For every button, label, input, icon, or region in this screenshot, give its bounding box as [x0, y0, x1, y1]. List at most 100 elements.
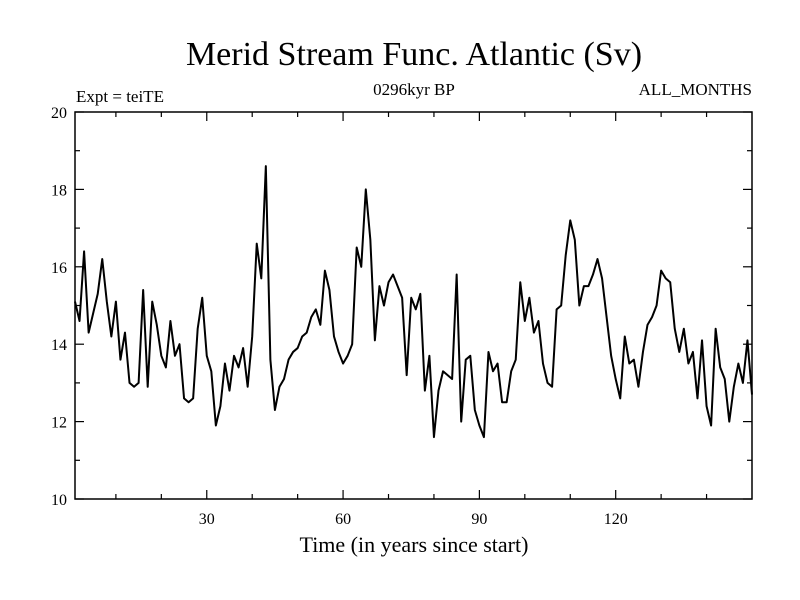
data-point — [492, 370, 494, 372]
data-point — [596, 258, 599, 260]
x-tick-label: 90 — [471, 511, 487, 528]
data-point — [397, 285, 399, 287]
data-point — [587, 285, 590, 287]
data-point — [592, 273, 594, 276]
data-point — [651, 316, 653, 318]
data-point — [478, 424, 480, 427]
data-point — [551, 386, 553, 388]
data-point — [701, 339, 703, 341]
data-point — [569, 219, 571, 221]
data-point — [669, 281, 671, 283]
data-point — [456, 273, 458, 276]
data-point — [524, 320, 526, 322]
data-point — [342, 362, 344, 365]
data-point — [510, 370, 512, 372]
data-point — [387, 281, 390, 283]
data-point — [487, 351, 490, 353]
data-point — [705, 405, 708, 407]
data-point — [165, 366, 167, 369]
data-point — [469, 355, 471, 357]
data-point — [406, 374, 408, 376]
data-point — [369, 239, 371, 241]
data-point — [746, 339, 749, 341]
data-point — [192, 397, 194, 399]
data-point — [519, 281, 521, 283]
data-point — [197, 328, 199, 330]
data-point — [574, 239, 576, 241]
data-point — [655, 304, 658, 307]
data-point — [496, 362, 499, 365]
data-point — [542, 362, 544, 365]
data-point — [147, 386, 149, 388]
data-point — [228, 390, 231, 392]
data-point — [301, 335, 303, 338]
data-point — [83, 250, 85, 252]
data-point — [128, 382, 131, 384]
data-point — [678, 351, 680, 353]
data-point — [160, 355, 162, 357]
data-point — [619, 397, 621, 399]
data-point — [378, 285, 381, 287]
experiment-label: Expt = teiTE — [76, 87, 164, 106]
chart-title: Merid Stream Func. Atlantic (Sv) — [186, 36, 642, 73]
data-point — [319, 324, 321, 326]
y-tick-label: 12 — [51, 415, 67, 432]
data-point — [633, 359, 635, 361]
series-line — [74, 165, 753, 439]
data-point — [560, 304, 562, 307]
data-point — [133, 386, 135, 388]
data-point — [169, 320, 172, 322]
data-point — [665, 277, 667, 280]
data-point — [206, 355, 208, 357]
data-point — [728, 421, 730, 423]
y-tick-label: 18 — [51, 182, 67, 199]
data-point — [733, 386, 735, 388]
data-point — [737, 362, 739, 365]
data-point — [306, 331, 308, 334]
axis-ticks: 10 12 14 16 18 20 30 60 90 120 — [51, 105, 752, 528]
data-point — [719, 366, 721, 369]
data-point — [556, 308, 558, 310]
data-point — [110, 335, 112, 338]
data-point — [265, 165, 267, 167]
data-point — [683, 328, 685, 330]
period-label: 0296kyr BP — [373, 80, 455, 99]
data-point — [351, 343, 353, 345]
data-point — [537, 320, 540, 322]
data-point — [410, 297, 412, 299]
data-point — [124, 331, 126, 334]
data-point — [751, 393, 753, 396]
data-point — [401, 297, 403, 299]
data-point — [356, 246, 358, 249]
data-point — [424, 390, 426, 392]
x-tick-label: 120 — [604, 511, 628, 528]
data-point — [324, 270, 326, 272]
data-point — [583, 285, 585, 287]
data-point — [219, 405, 221, 407]
data-point — [247, 386, 249, 388]
y-tick-label: 20 — [51, 105, 67, 122]
data-point — [333, 335, 335, 338]
data-point — [428, 355, 430, 357]
data-point — [374, 339, 376, 341]
data-point — [106, 301, 108, 303]
data-point — [660, 270, 662, 272]
data-point — [628, 362, 630, 365]
data-point — [451, 378, 453, 380]
x-axis-label: Time (in years since start) — [300, 532, 529, 557]
data-point — [278, 386, 281, 388]
data-point — [546, 382, 549, 384]
data-point — [692, 351, 694, 353]
data-point — [606, 316, 608, 318]
data-point — [256, 242, 258, 245]
data-point — [383, 304, 385, 307]
data-point — [578, 304, 580, 307]
x-tick-label: 60 — [335, 511, 351, 528]
data-point — [201, 297, 203, 299]
data-point — [310, 316, 312, 318]
data-point — [237, 366, 240, 369]
data-point — [601, 277, 603, 280]
data-point — [437, 390, 440, 392]
data-point — [615, 378, 617, 380]
